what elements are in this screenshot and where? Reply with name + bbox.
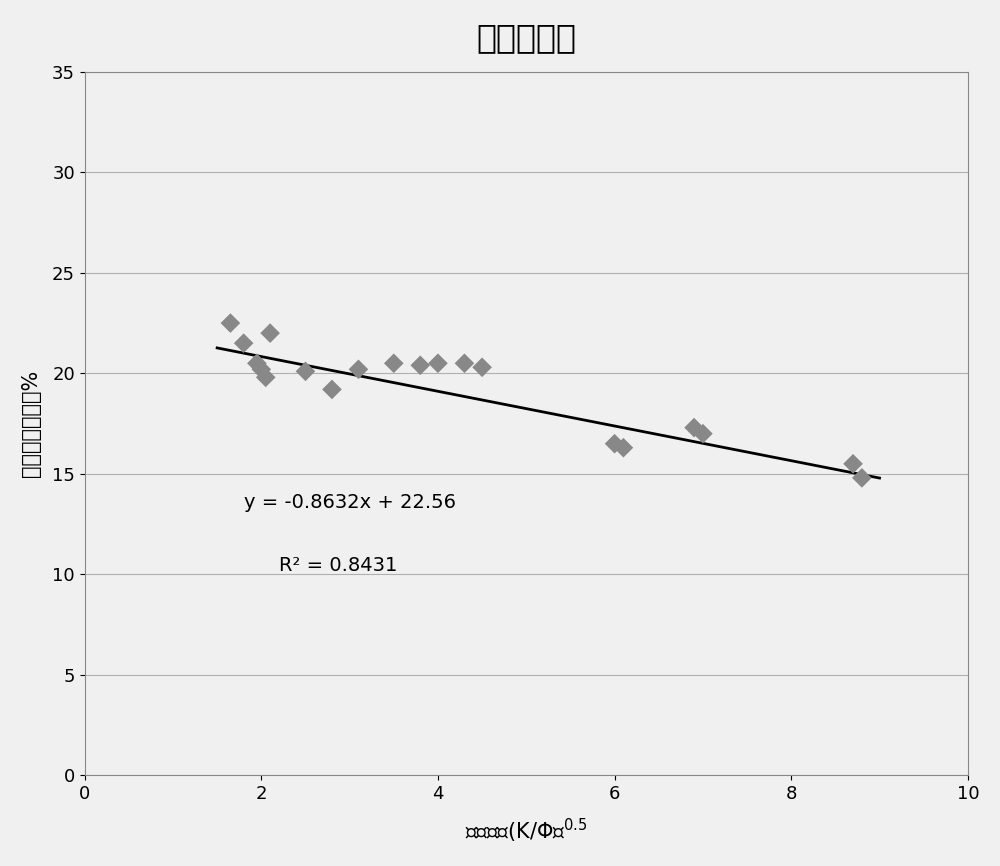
- Point: [474, 360, 490, 374]
- Point: [262, 326, 278, 340]
- Text: y = -0.8632x + 22.56: y = -0.8632x + 22.56: [244, 493, 456, 512]
- Point: [695, 427, 711, 441]
- Point: [324, 383, 340, 397]
- Point: [686, 421, 702, 435]
- Point: [456, 357, 472, 371]
- Point: [412, 359, 428, 372]
- Point: [854, 471, 870, 485]
- Point: [253, 362, 269, 376]
- Point: [258, 371, 274, 385]
- X-axis label: 孔渗指数(K/Φ）$^{0.5}$: 孔渗指数(K/Φ）$^{0.5}$: [465, 817, 587, 845]
- Title: 残余油模型: 残余油模型: [476, 21, 576, 54]
- Point: [350, 362, 366, 376]
- Point: [297, 365, 313, 378]
- Point: [222, 316, 238, 330]
- Point: [249, 357, 265, 371]
- Point: [386, 357, 402, 371]
- Point: [845, 457, 861, 471]
- Y-axis label: 残余油饱和度，%: 残余油饱和度，%: [21, 370, 41, 477]
- Point: [236, 336, 252, 350]
- Point: [607, 436, 623, 450]
- Text: R² = 0.8431: R² = 0.8431: [279, 556, 397, 575]
- Point: [430, 357, 446, 371]
- Point: [615, 441, 631, 455]
